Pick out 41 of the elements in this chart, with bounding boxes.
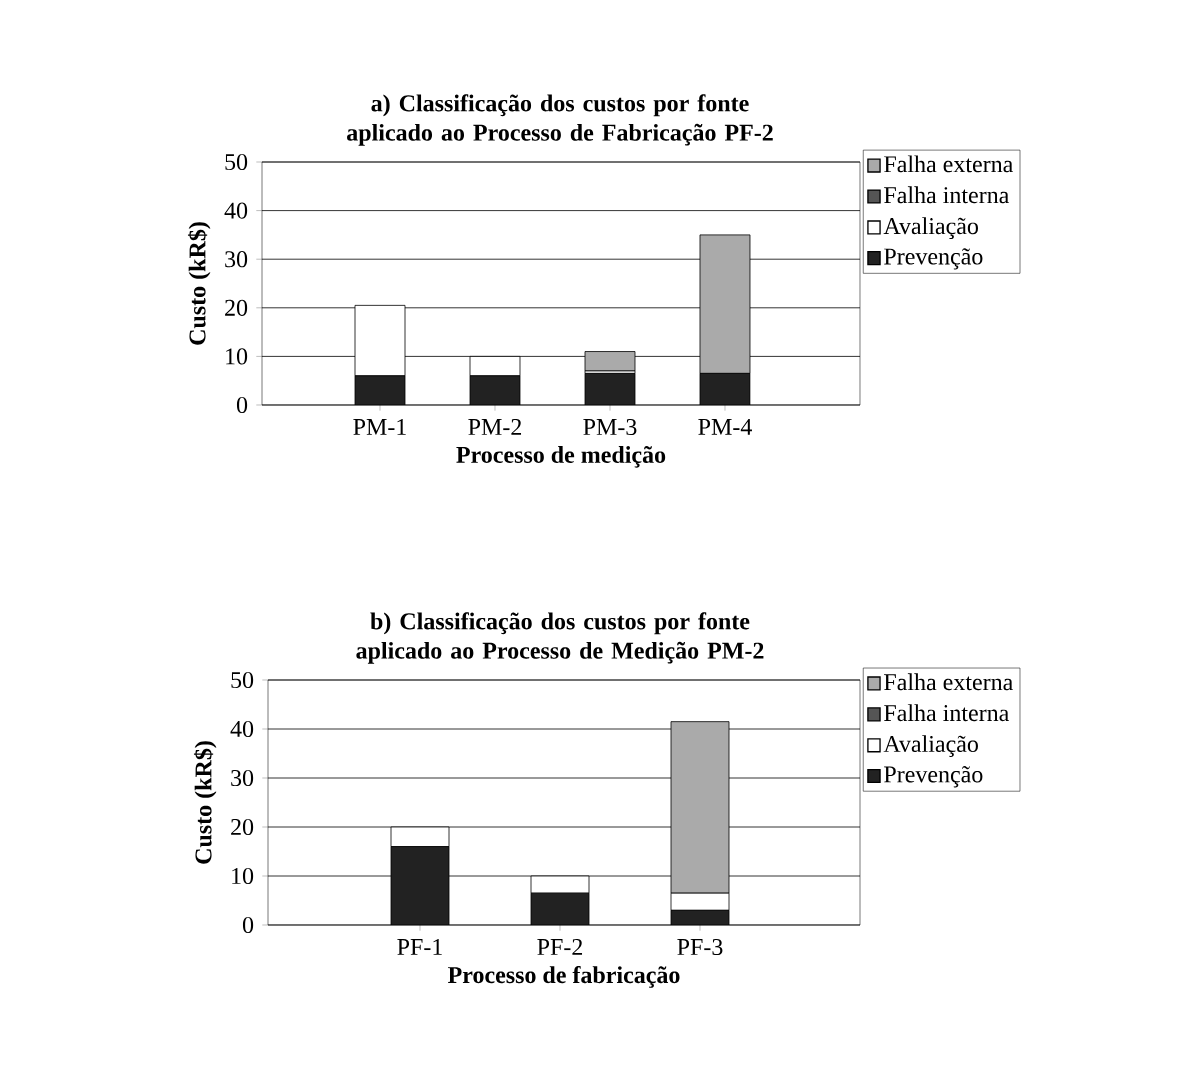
- x-tick-label: PF-2: [537, 938, 583, 955]
- y-tick-label: 30: [225, 251, 248, 268]
- legend-label: Falha interna: [884, 704, 1009, 722]
- y-tick-label: 10: [232, 867, 254, 885]
- bar: [530, 892, 590, 925]
- y-axis-title: Custo (kR$): [193, 741, 217, 864]
- y-tick-label: 0: [236, 396, 248, 414]
- y-tick-label: 40: [230, 720, 254, 738]
- bar: [699, 373, 751, 405]
- bar: [354, 375, 406, 405]
- legend-label: Falha externa: [884, 155, 1014, 173]
- x-tick-label: PM-2: [468, 418, 522, 435]
- y-tick-label: 20: [225, 299, 248, 316]
- x-tick-label: PM-4: [698, 418, 752, 435]
- x-axis-title: Processo de fabricação: [448, 966, 680, 988]
- x-tick-label: PM-3: [583, 418, 637, 436]
- x-tick-label: PM-1: [353, 418, 406, 435]
- legend-label: Falha interna: [884, 186, 1010, 204]
- bar: [584, 351, 636, 372]
- bar: [469, 375, 521, 405]
- legend-label: Prevenção: [884, 248, 983, 270]
- y-tick-label: 40: [224, 202, 248, 219]
- x-axis-title: Processo de medição: [456, 446, 666, 468]
- y-tick-label: 30: [231, 769, 254, 787]
- legend-label: Falha externa: [884, 673, 1013, 691]
- chart-title: b) Classificação dos custos por fonte aplicado ao Processo de Medição PM-2: [356, 612, 764, 664]
- y-tick-label: 50: [231, 671, 254, 689]
- y-tick-label: 10: [226, 348, 248, 365]
- y-tick-label: 0: [242, 916, 254, 934]
- y-tick-label: 20: [231, 818, 254, 836]
- legend-label: Avaliação: [883, 735, 978, 757]
- x-tick-label: PF-1: [397, 938, 442, 955]
- bar: [584, 373, 636, 405]
- legend-label: Prevenção: [884, 766, 983, 788]
- legend-label: Avaliação: [883, 217, 978, 240]
- x-tick-label: PF-3: [677, 938, 723, 956]
- bar: [530, 875, 590, 894]
- bar: [390, 846, 450, 925]
- y-axis-title: Custo (kR$): [187, 222, 211, 345]
- y-tick-label: 50: [225, 153, 248, 171]
- chart-title: a) Classificação dos custos por fonte aplicado ao Processo de Fabricação PF-2: [347, 94, 773, 146]
